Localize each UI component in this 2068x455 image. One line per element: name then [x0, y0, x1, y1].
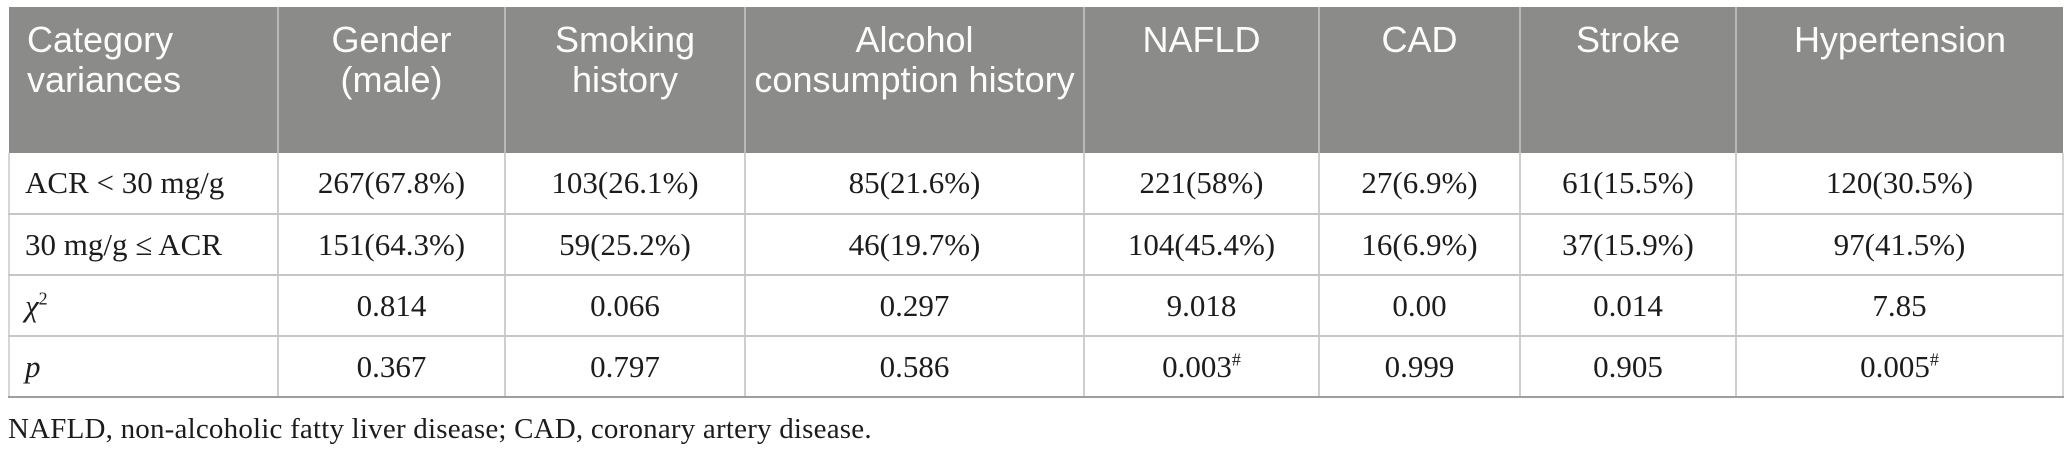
table-cell: 59(25.2%) — [504, 214, 745, 276]
table-cell: 0.00 — [1318, 275, 1520, 337]
table-cell: 0.297 — [744, 275, 1084, 337]
table-cell: 0.586 — [744, 336, 1084, 398]
table-cell: 37(15.9%) — [1519, 214, 1736, 276]
table-cell: 7.85 — [1735, 275, 2064, 337]
row-label-chi-square: χ2 — [8, 275, 278, 337]
table-cell: 104(45.4%) — [1083, 214, 1319, 276]
column-header-nafld: NAFLD — [1083, 7, 1319, 153]
table-footnote: NAFLD, non-alcoholic fatty liver disease… — [8, 413, 872, 445]
table-cell: 0.814 — [277, 275, 505, 337]
p-value-hypertension: 0.005 — [1860, 348, 1930, 384]
chi-symbol: χ — [25, 287, 39, 323]
p-value-nafld: 0.003 — [1162, 348, 1232, 384]
column-header-gender-male: Gender (male) — [277, 7, 505, 153]
table-row-p-value: p 0.367 0.797 0.586 0.003# 0.999 0.905 0… — [8, 336, 2064, 398]
column-header-smoking-history: Smoking history — [504, 7, 745, 153]
table-cell: 0.999 — [1318, 336, 1520, 398]
header-row: Category variances Gender (male) Smoking… — [9, 7, 2063, 153]
table-cell: 103(26.1%) — [504, 153, 745, 215]
table-body: ACR < 30 mg/g 267(67.8%) 103(26.1%) 85(2… — [8, 153, 2064, 398]
table-cell: 46(19.7%) — [744, 214, 1084, 276]
column-header-cad: CAD — [1318, 7, 1520, 153]
table-cell: 27(6.9%) — [1318, 153, 1520, 215]
row-label-acr-under-30: ACR < 30 mg/g — [8, 153, 278, 215]
table-row-chi-square: χ2 0.814 0.066 0.297 9.018 0.00 0.014 7.… — [8, 275, 2064, 337]
table-cell: 120(30.5%) — [1735, 153, 2064, 215]
significance-hash-mark: # — [1929, 349, 1939, 370]
table-cell: 0.905 — [1519, 336, 1736, 398]
row-label-acr-30-and-over: 30 mg/g ≤ ACR — [8, 214, 278, 276]
table-row-acr-30-and-over: 30 mg/g ≤ ACR 151(64.3%) 59(25.2%) 46(19… — [8, 214, 2064, 276]
table-cell: 0.005# — [1735, 336, 2064, 398]
table-cell: 221(58%) — [1083, 153, 1319, 215]
table-cell: 267(67.8%) — [277, 153, 505, 215]
table-cell: 0.367 — [277, 336, 505, 398]
table-cell: 9.018 — [1083, 275, 1319, 337]
table-cell: 61(15.5%) — [1519, 153, 1736, 215]
table-cell: 0.003# — [1083, 336, 1319, 398]
chi-exponent: 2 — [38, 288, 48, 309]
table-cell: 0.014 — [1519, 275, 1736, 337]
table-cell: 85(21.6%) — [744, 153, 1084, 215]
table-cell: 0.797 — [504, 336, 745, 398]
significance-hash-mark: # — [1231, 349, 1241, 370]
table-cell: 151(64.3%) — [277, 214, 505, 276]
comparison-table: Category variances Gender (male) Smoking… — [8, 7, 2064, 398]
column-header-stroke: Stroke — [1519, 7, 1736, 153]
column-header-category-variances: Category variances — [9, 7, 278, 153]
table-cell: 16(6.9%) — [1318, 214, 1520, 276]
table-header: Category variances Gender (male) Smoking… — [9, 7, 2063, 153]
row-label-p-value: p — [8, 336, 278, 398]
p-symbol: p — [25, 348, 41, 384]
column-header-hypertension: Hypertension — [1735, 7, 2063, 153]
column-header-alcohol-consumption-history: Alcohol consumption history — [744, 7, 1084, 153]
table-row-acr-under-30: ACR < 30 mg/g 267(67.8%) 103(26.1%) 85(2… — [8, 153, 2064, 215]
table-cell: 97(41.5%) — [1735, 214, 2064, 276]
table-cell: 0.066 — [504, 275, 745, 337]
